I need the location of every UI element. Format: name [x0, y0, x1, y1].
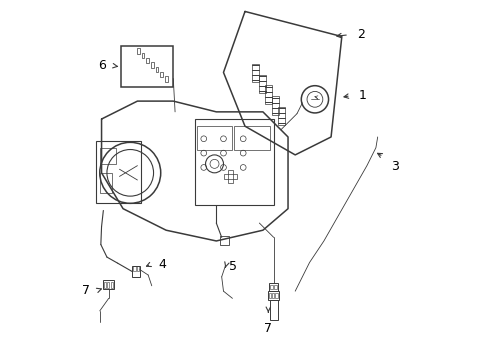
Bar — [278, 107, 285, 126]
Bar — [220, 235, 229, 244]
Text: 7: 7 — [82, 284, 90, 297]
Bar — [195, 119, 274, 205]
Bar — [160, 72, 163, 77]
Bar — [228, 170, 233, 183]
Text: 5: 5 — [229, 260, 237, 273]
Bar — [270, 300, 278, 320]
Bar — [265, 85, 272, 104]
Bar — [165, 76, 168, 82]
Bar — [272, 293, 274, 298]
Bar — [146, 58, 149, 63]
Bar — [104, 282, 106, 288]
Bar — [111, 282, 113, 288]
Text: 2: 2 — [357, 28, 365, 41]
Bar — [137, 48, 140, 54]
Bar — [234, 126, 270, 149]
Bar — [133, 266, 136, 271]
Bar — [275, 293, 278, 298]
Bar — [96, 140, 141, 203]
Bar — [269, 283, 278, 291]
Bar — [259, 75, 266, 93]
Bar — [270, 285, 273, 289]
Text: 4: 4 — [158, 258, 166, 271]
Bar — [271, 96, 279, 115]
Bar — [274, 285, 276, 289]
Bar — [103, 280, 114, 289]
Bar — [122, 45, 173, 87]
Bar — [269, 291, 279, 300]
Text: 6: 6 — [98, 59, 106, 72]
Bar — [252, 64, 259, 82]
Bar — [269, 293, 271, 298]
Bar — [151, 62, 154, 68]
Bar — [100, 148, 116, 164]
Bar — [100, 173, 112, 193]
Text: 3: 3 — [391, 160, 398, 173]
Text: 1: 1 — [359, 89, 367, 102]
Text: 7: 7 — [264, 321, 272, 335]
Bar — [107, 282, 109, 288]
Bar — [155, 67, 158, 72]
Bar — [224, 174, 237, 179]
Bar — [142, 53, 145, 58]
Bar — [132, 266, 140, 277]
Bar — [196, 126, 232, 149]
Bar — [137, 266, 139, 271]
